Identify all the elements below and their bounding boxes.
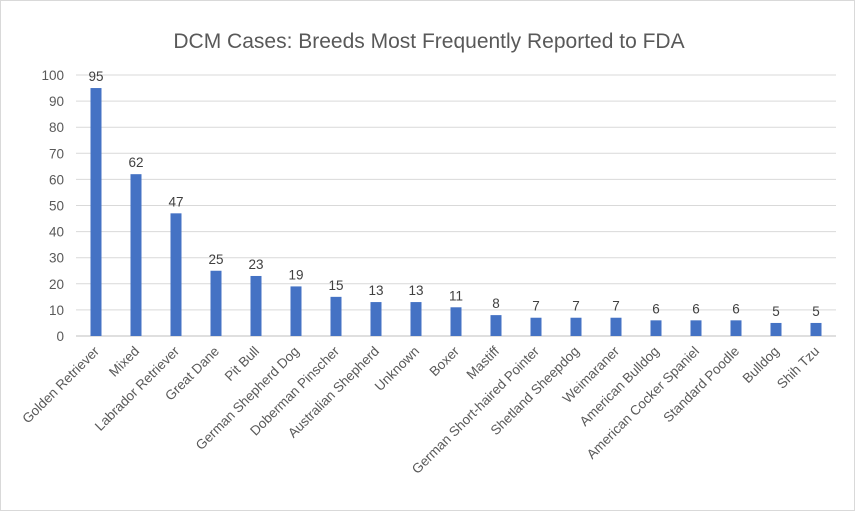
gridlines: [76, 74, 836, 337]
bar: [730, 320, 742, 336]
bar: [330, 296, 342, 336]
data-label: 6: [732, 301, 740, 316]
data-label: 7: [572, 299, 580, 314]
data-label: 13: [408, 283, 423, 298]
bar: [530, 317, 542, 336]
data-label: 19: [288, 267, 303, 282]
y-tick-label: 60: [49, 172, 64, 187]
y-tick-label: 70: [49, 146, 64, 161]
bar: [90, 88, 102, 336]
bar: [490, 315, 502, 336]
y-tick-label: 20: [49, 277, 64, 292]
data-label: 95: [88, 69, 103, 84]
bar: [410, 302, 422, 336]
x-tick-label: Boxer: [427, 343, 463, 379]
x-tick-label: Unknown: [372, 344, 422, 394]
bar: [650, 320, 662, 336]
data-label: 6: [652, 301, 660, 316]
data-label: 6: [692, 301, 700, 316]
y-tick-label: 40: [49, 225, 64, 240]
y-tick-label: 30: [49, 251, 64, 266]
data-label: 7: [532, 299, 540, 314]
y-axis-ticks: 0 10 20 30 40 50 60 70 80 90 100: [41, 68, 64, 344]
x-tick-label: Golden Retriever: [19, 343, 102, 426]
data-label: 11: [449, 288, 463, 303]
y-tick-label: 80: [49, 120, 64, 135]
y-tick-label: 100: [41, 68, 64, 83]
data-label: 13: [368, 283, 383, 298]
bar: [250, 275, 262, 336]
data-label: 23: [248, 257, 263, 272]
data-label: 7: [612, 299, 620, 314]
bar: [570, 317, 582, 336]
y-tick-label: 50: [49, 199, 64, 214]
bar: [130, 174, 142, 336]
bar: [690, 320, 702, 336]
x-tick-label: Shih Tzu: [774, 344, 822, 392]
data-label: 25: [208, 252, 223, 267]
y-tick-label: 0: [56, 329, 64, 344]
data-label: 5: [772, 304, 780, 319]
bar: [370, 302, 382, 336]
y-tick-label: 90: [49, 94, 64, 109]
x-tick-label: Standard Poodle: [660, 344, 742, 426]
data-label: 5: [812, 304, 820, 319]
bar: [770, 322, 782, 336]
bars: [90, 88, 822, 336]
chart-title: DCM Cases: Breeds Most Frequently Report…: [173, 30, 684, 53]
data-label: 15: [328, 278, 343, 293]
x-tick-label: Mixed: [106, 344, 142, 380]
bar: [170, 213, 182, 336]
data-label: 62: [128, 155, 143, 170]
y-tick-label: 10: [49, 303, 64, 318]
bar: [450, 307, 462, 336]
bar: [610, 317, 622, 336]
bar: [290, 286, 302, 336]
bar: [210, 270, 222, 336]
data-labels: 95 62 47 25 23 19 15 13 13 11 8 7 7 7 6 6 6 5 5: [88, 69, 819, 319]
x-tick-label: Mastiff: [464, 343, 503, 382]
data-label: 8: [492, 296, 500, 311]
data-label: 47: [168, 194, 183, 209]
bar: [810, 322, 822, 336]
